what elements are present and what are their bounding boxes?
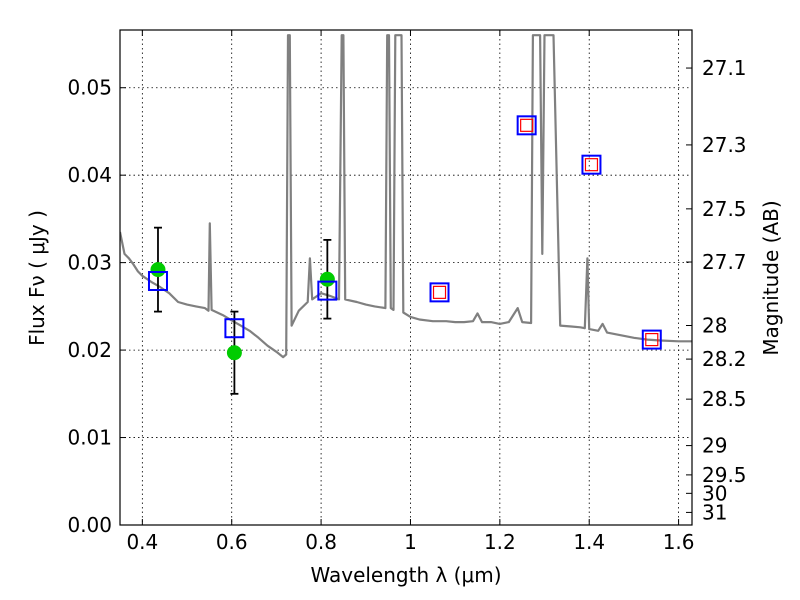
y2-tick-label: 31 <box>702 500 727 524</box>
x-tick-label: 1.2 <box>484 530 516 554</box>
y2-tick-label: 27.7 <box>702 250 747 274</box>
x-axis-label: Wavelength λ (μm) <box>310 563 501 587</box>
model-band-flux-square <box>641 329 662 350</box>
data-markers <box>147 115 662 395</box>
model-band-flux-square <box>317 280 338 301</box>
y2-tick-label: 28.2 <box>702 347 747 371</box>
y-tick-label: 0.00 <box>67 513 112 537</box>
y-tick-label: 0.05 <box>67 76 112 100</box>
axis-ticks: 0.4 0.6 0.8 1 1.2 1.4 1.6 0.00 0.01 0.02 0.03 0.04 0… <box>67 30 747 554</box>
y2-tick-label: 29.5 <box>702 463 747 487</box>
plot-area <box>120 34 692 359</box>
predicted-flux-square <box>645 332 659 347</box>
x-tick-label: 0.6 <box>216 530 248 554</box>
y-axis-label: Flux Fν ( μJy ) <box>25 210 49 346</box>
model-band-flux-square <box>224 318 245 339</box>
predicted-flux-square <box>584 158 599 172</box>
y2-tick-label: 27.1 <box>702 56 747 80</box>
observed-flux-point <box>319 271 335 287</box>
observed-flux-point <box>150 262 166 278</box>
plot-frame <box>119 29 693 526</box>
y2-axis-label: Magnitude (AB) <box>759 200 783 355</box>
model-band-flux-square <box>147 270 168 291</box>
y2-tick-label: 28.5 <box>702 387 747 411</box>
predicted-flux-square <box>520 118 534 132</box>
model-spectrum-line <box>120 34 692 359</box>
model-band-flux-square <box>581 154 602 175</box>
y2-tick-label: 27.5 <box>702 197 747 221</box>
x-tick-label: 1.6 <box>663 530 695 554</box>
x-tick-label: 1 <box>404 530 417 554</box>
y-tick-label: 0.03 <box>67 251 112 275</box>
y2-tick-label: 30 <box>702 481 727 505</box>
y2-tick-label: 27.3 <box>702 133 747 157</box>
y-tick-label: 0.04 <box>67 163 112 187</box>
y2-tick-label: 29 <box>702 434 727 458</box>
x-tick-label: 1.4 <box>573 530 605 554</box>
y-tick-label: 0.02 <box>67 338 112 362</box>
model-band-flux-square <box>516 115 537 136</box>
y-tick-label: 0.01 <box>67 426 112 450</box>
predicted-flux-square <box>432 285 447 299</box>
model-band-flux-square <box>429 282 450 303</box>
y2-tick-label: 28 <box>702 314 727 338</box>
x-tick-label: 0.8 <box>305 530 337 554</box>
x-tick-label: 0.4 <box>126 530 158 554</box>
observed-flux-point <box>226 345 242 361</box>
